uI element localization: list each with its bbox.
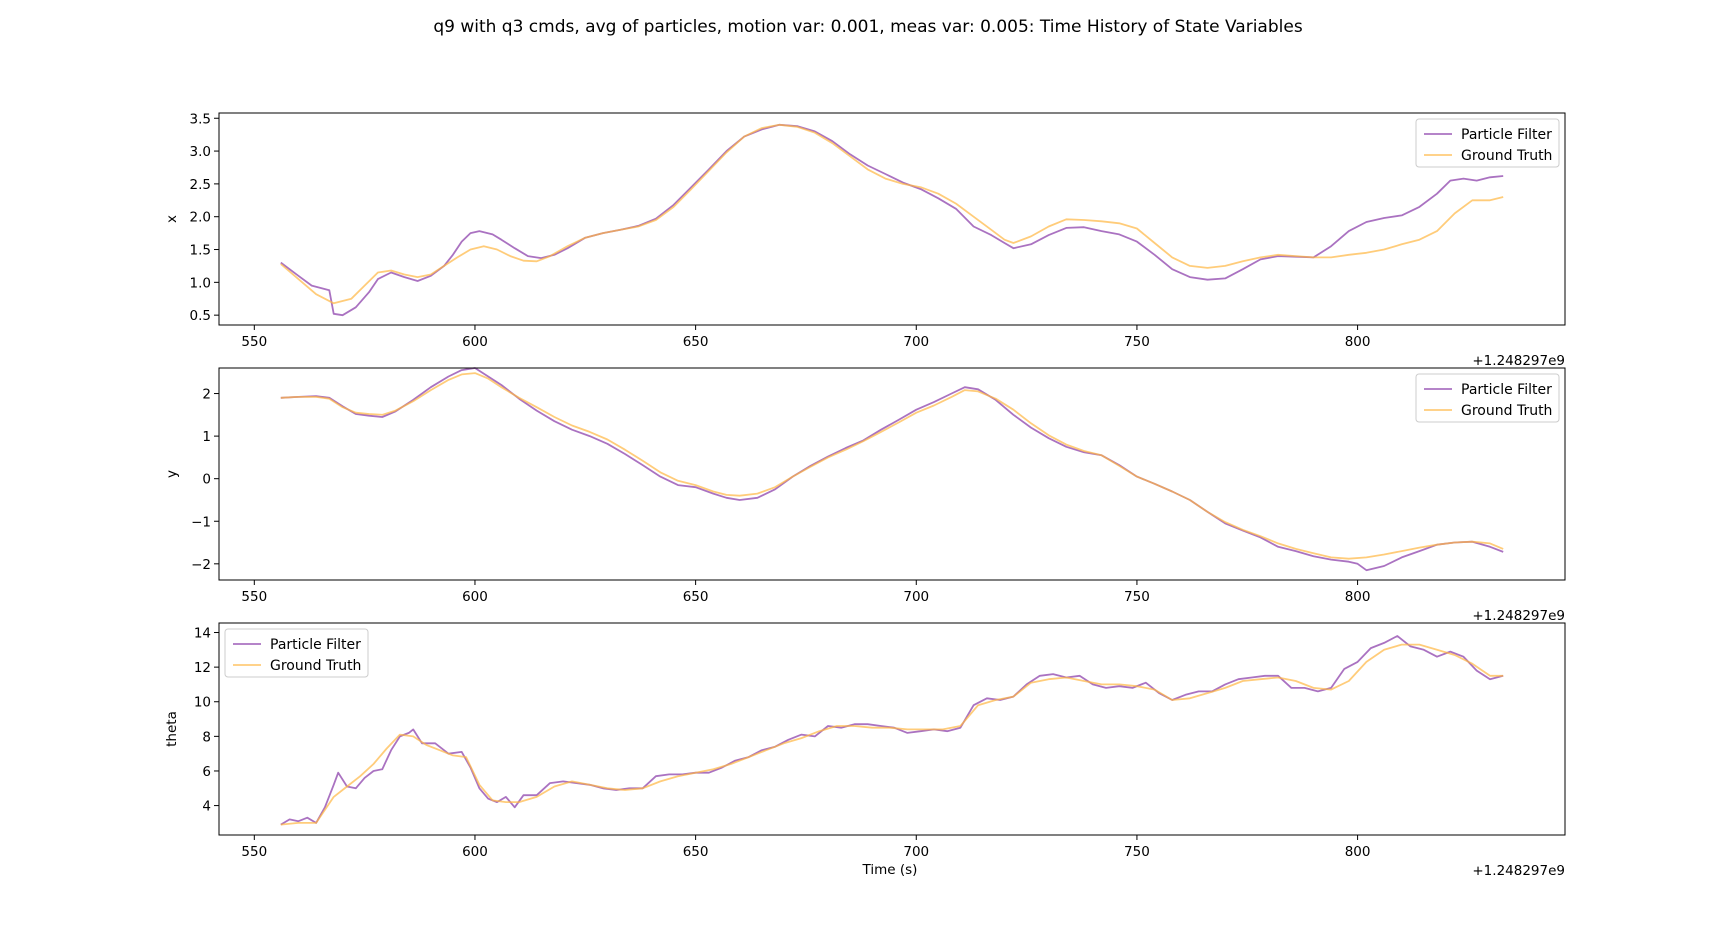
y-tick-label: 14 <box>194 626 211 642</box>
y-tick-label: 1.5 <box>190 243 211 259</box>
y-tick-label: 6 <box>202 764 211 780</box>
y-tick-label: 0.5 <box>190 308 211 324</box>
x-tick-label: 600 <box>462 589 488 605</box>
subplot-theta: 550 600 650 700 750 800 4 6 8 10 12 14 theta +1.24829… <box>164 622 1566 879</box>
y-tick-label: 3.5 <box>190 111 211 127</box>
series-line-ground-truth-y <box>280 372 1504 560</box>
y-tick-label: −2 <box>191 557 211 573</box>
axes-frame-x <box>218 112 1566 326</box>
x-tick-label: 750 <box>1124 334 1150 350</box>
axes-frame-y <box>218 367 1566 581</box>
legend-theta: Particle Filter Ground Truth <box>224 628 369 678</box>
legend-x: Particle Filter Ground Truth <box>1415 118 1560 168</box>
legend-label-particle-filter: Particle Filter <box>1461 382 1552 398</box>
x-tick-label: 750 <box>1124 589 1150 605</box>
series-line-particle-filter-y <box>280 367 1504 572</box>
y-tick-label: 1.0 <box>190 275 211 291</box>
x-tick-label: 650 <box>683 844 709 860</box>
x-tick-label: 650 <box>683 589 709 605</box>
y-axis-label-x: x <box>164 215 180 223</box>
legend-label-ground-truth: Ground Truth <box>270 658 361 674</box>
legend-label-particle-filter: Particle Filter <box>1461 127 1552 143</box>
x-tick-label: 700 <box>903 844 929 860</box>
x-tick-label: 750 <box>1124 844 1150 860</box>
series-line-ground-truth-theta <box>280 643 1504 826</box>
y-tick-label: 8 <box>202 729 211 745</box>
x-tick-label: 700 <box>903 334 929 350</box>
axes-container: 550 600 650 700 750 800 0.5 1.0 1.5 2.0 2.5 3.0 3.5 x… <box>164 111 1566 879</box>
legend-label-particle-filter: Particle Filter <box>270 637 361 653</box>
figure-title: q9 with q3 cmds, avg of particles, motio… <box>433 17 1303 37</box>
x-offset-label: +1.248297e9 <box>1472 608 1565 624</box>
x-tick-label: 550 <box>241 334 267 350</box>
y-tick-label: 2.0 <box>190 210 211 226</box>
x-tick-label: 650 <box>683 334 709 350</box>
y-tick-label: 12 <box>194 660 211 676</box>
x-tick-label: 800 <box>1345 844 1371 860</box>
x-tick-label: 800 <box>1345 589 1371 605</box>
x-tick-label: 600 <box>462 334 488 350</box>
x-tick-label: 550 <box>241 589 267 605</box>
y-tick-label: 3.0 <box>190 144 211 160</box>
y-tick-label: −1 <box>191 514 211 530</box>
subplot-x: 550 600 650 700 750 800 0.5 1.0 1.5 2.0 2.5 3.0 3.5 x… <box>164 111 1566 369</box>
y-tick-label: 1 <box>202 429 211 445</box>
x-offset-label: +1.248297e9 <box>1472 863 1565 879</box>
y-tick-label: 10 <box>194 695 211 711</box>
y-tick-label: 4 <box>202 799 211 815</box>
legend-y: Particle Filter Ground Truth <box>1415 373 1560 423</box>
x-axis-label: Time (s) <box>862 862 918 878</box>
y-tick-label: 2 <box>202 387 211 403</box>
legend-label-ground-truth: Ground Truth <box>1461 403 1552 419</box>
y-axis-label-y: y <box>164 470 180 478</box>
y-axis-label-theta: theta <box>164 711 180 747</box>
x-tick-label: 600 <box>462 844 488 860</box>
x-tick-label: 800 <box>1345 334 1371 350</box>
legend-label-ground-truth: Ground Truth <box>1461 148 1552 164</box>
x-offset-label: +1.248297e9 <box>1472 353 1565 369</box>
subplot-y: 550 600 650 700 750 800 −2 −1 0 1 2 y +1.248297e9 Par… <box>164 367 1566 624</box>
axes-frame-theta <box>218 622 1566 836</box>
x-tick-label: 550 <box>241 844 267 860</box>
x-tick-label: 700 <box>903 589 929 605</box>
series-line-ground-truth-x <box>280 123 1504 305</box>
y-tick-label: 2.5 <box>190 177 211 193</box>
y-tick-label: 0 <box>202 472 211 488</box>
